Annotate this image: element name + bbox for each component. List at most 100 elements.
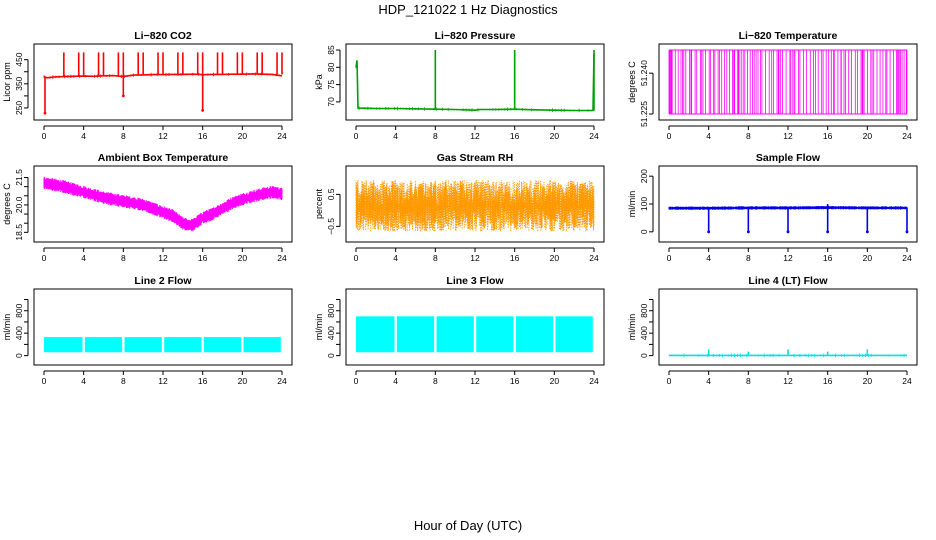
series-toggle	[668, 50, 908, 114]
y-axis-label: ml/min	[627, 191, 637, 218]
y-axis-label: degrees C	[2, 183, 12, 225]
y-axis-label: Licor ppm	[2, 62, 12, 102]
plot-frame	[658, 43, 918, 121]
x-tick-label: 8	[433, 253, 438, 263]
y-tick-label: 80	[326, 62, 336, 72]
y-tick-label: 400	[326, 326, 336, 340]
x-tick-label: 0	[42, 376, 47, 386]
x-tick-label: 4	[393, 376, 398, 386]
series-band	[436, 316, 474, 353]
spike-point	[707, 230, 711, 234]
x-tick-label: 20	[863, 253, 873, 263]
y-tick-label: 450	[14, 52, 24, 66]
spike-point	[786, 230, 790, 234]
series-jitter	[668, 353, 905, 358]
y-tick-label: 70	[326, 97, 336, 107]
plot-data	[43, 176, 283, 232]
x-tick-label: 16	[823, 376, 833, 386]
y-tick-label: 0	[639, 229, 649, 234]
x-tick-label: 4	[393, 253, 398, 263]
x-tick-label: 16	[510, 376, 520, 386]
chart-rh: Gas Stream RH percent 0 4 8 12 16 20 24 −0.5 0.5	[314, 152, 605, 263]
y-tick-label: −0.5	[326, 218, 336, 235]
plot-data	[668, 49, 908, 115]
x-tick-label: 24	[589, 253, 599, 263]
spike-point	[865, 230, 869, 234]
series-band	[44, 337, 83, 353]
x-tick-label: 8	[121, 253, 126, 263]
x-tick-label: 16	[510, 253, 520, 263]
x-tick-label: 24	[589, 131, 599, 141]
plot-frame	[33, 165, 293, 243]
x-tick-label: 0	[667, 131, 672, 141]
series-noise	[355, 180, 595, 232]
y-axis-label: percent	[314, 188, 324, 219]
y-tick-label: 800	[639, 303, 649, 317]
series-band	[124, 337, 162, 353]
y-tick-label: 400	[14, 326, 24, 340]
series-line	[355, 53, 595, 112]
spike-point	[746, 230, 750, 234]
x-tick-label: 16	[823, 253, 833, 263]
chart-title: Ambient Box Temperature	[98, 152, 229, 164]
series-band	[84, 337, 123, 353]
x-tick-label: 4	[81, 131, 86, 141]
plot-frame	[345, 43, 605, 121]
series-jitter	[355, 66, 592, 113]
x-tick-label: 20	[550, 131, 560, 141]
plot-data	[356, 316, 593, 353]
plot-frame	[658, 165, 918, 243]
y-tick-label: 0	[326, 353, 336, 358]
spike-point	[121, 94, 125, 98]
spike-point	[43, 111, 47, 115]
y-axis-label: ml/min	[627, 314, 637, 341]
x-tick-label: 24	[277, 376, 287, 386]
y-tick-label: 350	[14, 76, 24, 90]
y-tick-label: 0	[639, 353, 649, 358]
x-tick-label: 8	[433, 376, 438, 386]
y-tick-label: 51.225	[639, 101, 649, 127]
y-tick-label: 800	[326, 303, 336, 317]
spike-point	[201, 108, 205, 112]
chart-temp: Li−820 Temperature degrees C 0 4 8 12 16 20 24 51…	[627, 30, 918, 141]
y-tick-label: 0	[14, 353, 24, 358]
plot-data	[43, 52, 283, 115]
series-envelope	[43, 176, 283, 232]
x-tick-label: 16	[198, 376, 208, 386]
x-tick-label: 8	[746, 253, 751, 263]
chart-line3: Line 3 Flow ml/min 0 4 8 12 16 20 24 0 400 800	[314, 275, 605, 386]
y-tick-label: 20.0	[14, 196, 24, 213]
chart-line4: Line 4 (LT) Flow ml/min 0 4 8 12 16 20 24 0 400 800	[627, 275, 918, 386]
x-tick-label: 8	[433, 131, 438, 141]
chart-line2: Line 2 Flow ml/min 0 4 8 12 16 20 24 0 400 800	[2, 275, 293, 386]
y-tick-label: 0.5	[326, 188, 336, 200]
x-tick-label: 24	[902, 131, 912, 141]
series-band	[356, 316, 395, 353]
y-axis-label: kPa	[314, 74, 324, 90]
x-tick-label: 20	[550, 253, 560, 263]
x-tick-label: 20	[550, 376, 560, 386]
x-tick-label: 12	[783, 253, 793, 263]
x-tick-label: 4	[706, 131, 711, 141]
x-tick-label: 4	[706, 253, 711, 263]
y-tick-label: 21.5	[14, 169, 24, 186]
plot-data	[44, 337, 281, 353]
y-axis-label: ml/min	[314, 314, 324, 341]
x-tick-label: 0	[354, 376, 359, 386]
y-tick-label: 51.240	[639, 60, 649, 86]
x-tick-label: 20	[238, 376, 248, 386]
series-band	[555, 316, 593, 353]
plot-frame	[345, 165, 605, 243]
chart-sample: Sample Flow ml/min 0 4 8 12 16 20 24 0 100 200	[627, 152, 918, 263]
x-tick-label: 0	[42, 253, 47, 263]
series-line	[43, 182, 283, 226]
x-tick-label: 12	[470, 131, 480, 141]
plot-data	[355, 50, 595, 113]
x-tick-label: 12	[783, 131, 793, 141]
series-band	[203, 337, 242, 353]
x-tick-label: 0	[354, 131, 359, 141]
series-band	[243, 337, 281, 353]
x-tick-label: 8	[121, 376, 126, 386]
y-tick-label: 18.5	[14, 224, 24, 241]
